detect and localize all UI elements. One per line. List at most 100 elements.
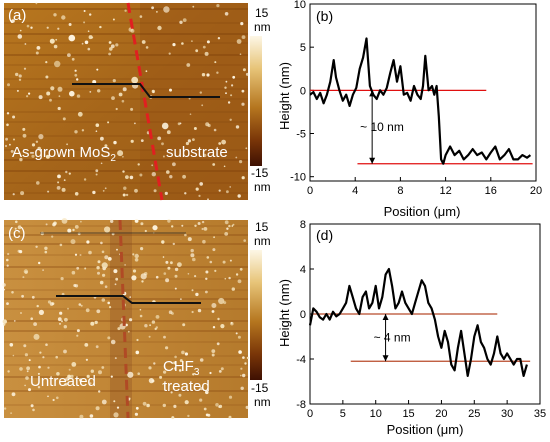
particle xyxy=(231,84,234,87)
particle xyxy=(135,350,140,355)
particle xyxy=(63,349,67,354)
particle xyxy=(191,310,194,314)
x-tick-label: 25 xyxy=(468,408,480,420)
particle xyxy=(6,123,9,127)
particle xyxy=(45,223,48,226)
particle xyxy=(145,70,148,73)
particle xyxy=(224,220,229,225)
particle xyxy=(134,258,139,262)
particle xyxy=(241,176,245,180)
particle xyxy=(203,407,207,411)
particle xyxy=(228,415,232,419)
particle xyxy=(81,129,85,132)
particle xyxy=(21,294,24,298)
particle xyxy=(166,130,171,135)
particle xyxy=(173,367,177,370)
particle xyxy=(100,241,103,245)
particle xyxy=(161,122,169,130)
particle xyxy=(49,302,54,306)
particle xyxy=(232,75,236,79)
particle xyxy=(68,368,71,371)
particle xyxy=(155,275,159,279)
particle xyxy=(67,53,71,57)
particle xyxy=(67,228,72,233)
particle xyxy=(94,320,98,325)
particle xyxy=(167,266,171,270)
particle xyxy=(245,405,249,409)
particle xyxy=(95,406,100,411)
particle xyxy=(59,243,63,247)
particle xyxy=(28,92,31,95)
particle xyxy=(24,270,28,274)
particle xyxy=(204,51,209,56)
particle xyxy=(20,312,22,314)
particle xyxy=(122,87,127,92)
particle xyxy=(182,323,186,327)
particle xyxy=(144,324,148,328)
particle xyxy=(212,248,216,252)
particle xyxy=(223,301,227,305)
particle xyxy=(132,269,137,273)
particle xyxy=(201,104,204,107)
particle xyxy=(232,223,235,226)
particle xyxy=(30,404,34,408)
particle xyxy=(26,24,30,28)
particle xyxy=(24,353,28,357)
particle xyxy=(24,43,27,45)
particle xyxy=(215,403,219,407)
particle xyxy=(96,309,101,314)
y-tick-label: -10 xyxy=(290,172,306,184)
particle xyxy=(239,267,243,271)
particle xyxy=(6,302,9,305)
particle xyxy=(61,187,66,192)
particle xyxy=(44,250,48,254)
particle xyxy=(117,327,121,331)
particle xyxy=(134,188,138,193)
particle xyxy=(38,309,45,315)
particle xyxy=(194,224,197,227)
particle xyxy=(36,46,41,50)
particle xyxy=(78,303,82,306)
particle xyxy=(77,111,83,117)
particle xyxy=(168,310,173,315)
particle xyxy=(135,406,139,410)
colorbar-c-bottom-value: -15 xyxy=(251,381,269,395)
particle xyxy=(144,229,147,233)
particle xyxy=(46,91,51,96)
particle xyxy=(155,315,160,319)
particle xyxy=(156,11,158,13)
x-tick-label: 30 xyxy=(501,408,513,420)
particle xyxy=(205,122,210,127)
particle xyxy=(165,278,170,283)
particle xyxy=(218,297,225,305)
particle xyxy=(127,330,130,333)
annotation-arrow-head-down xyxy=(369,157,376,164)
particle xyxy=(11,291,14,294)
particle xyxy=(124,9,127,12)
particle xyxy=(145,46,149,49)
particle xyxy=(132,253,135,256)
particle xyxy=(22,276,25,279)
particle xyxy=(12,193,15,196)
particle xyxy=(167,219,171,223)
particle xyxy=(203,153,207,158)
colorbar-c-bottom-unit: nm xyxy=(254,395,271,409)
particle xyxy=(56,186,61,190)
particle xyxy=(139,308,142,311)
particle xyxy=(13,138,15,141)
particle xyxy=(104,226,111,233)
particle xyxy=(123,186,127,190)
particle xyxy=(205,270,209,274)
x-tick-label: 20 xyxy=(435,408,447,420)
particle xyxy=(57,317,62,322)
particle xyxy=(205,290,208,294)
particle xyxy=(83,178,87,181)
particle xyxy=(85,358,88,361)
particle xyxy=(108,52,111,56)
particle xyxy=(163,370,167,374)
particle xyxy=(95,169,99,173)
particle xyxy=(9,343,14,347)
particle xyxy=(83,10,86,12)
particle xyxy=(5,137,8,141)
afm-c-boundary-band xyxy=(110,220,132,418)
